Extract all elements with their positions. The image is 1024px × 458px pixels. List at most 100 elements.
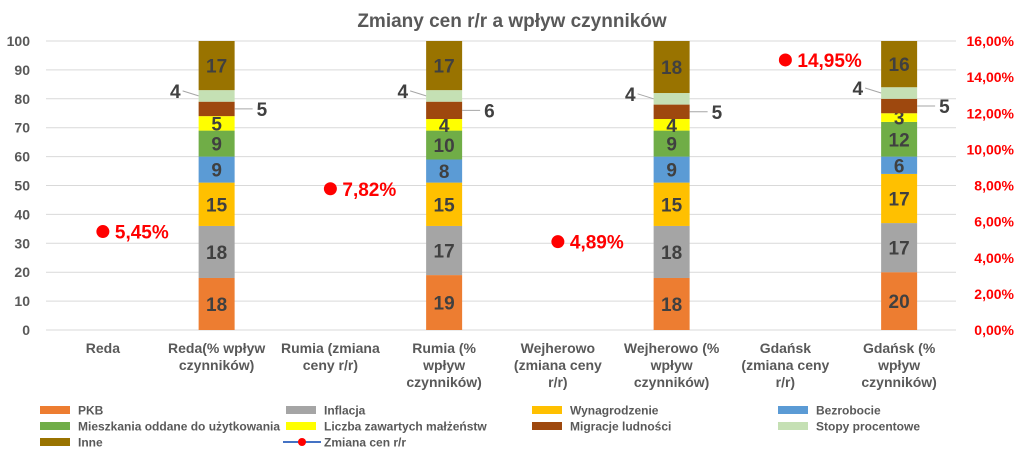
bar-segment (653, 130, 690, 157)
bar-segment (198, 277, 235, 330)
legend-swatch (40, 438, 70, 446)
bar-segment (198, 41, 235, 91)
bar-segment (426, 225, 463, 276)
bar-segment (881, 156, 918, 174)
bar-segment (881, 272, 918, 330)
bar-segment (653, 182, 690, 226)
bar-segment (198, 101, 235, 117)
bar-segment (653, 41, 690, 94)
bar-segment (881, 113, 918, 122)
data-label: 20 (889, 292, 910, 313)
y-tick-label: 10 (14, 293, 30, 309)
y2-tick-label: 2,00% (974, 286, 1014, 302)
x-tick-label: r/r) (776, 374, 795, 390)
legend-swatch (532, 406, 562, 414)
bar-segment (653, 93, 690, 105)
leader-line (182, 90, 199, 97)
price-change-marker (96, 225, 110, 239)
y-tick-label: 20 (14, 264, 30, 280)
price-change-marker (551, 235, 565, 249)
legend-label: Wynagrodzenie (570, 404, 659, 418)
x-tick-label: ceny r/r) (303, 357, 358, 373)
legend-marker-icon (298, 438, 306, 446)
bar-segment (653, 225, 690, 278)
x-tick-label: Reda(% wpływ (168, 340, 265, 356)
y-tick-label: 30 (14, 235, 30, 251)
price-change-label: 7,82% (342, 180, 396, 201)
data-label: 17 (206, 57, 227, 78)
bar-segment (881, 41, 918, 88)
y2-tick-label: 10,00% (967, 141, 1015, 157)
legend-swatch (286, 422, 316, 430)
bar-segment (198, 182, 235, 226)
x-tick-label: czynników) (861, 374, 936, 390)
legend-label: Inflacja (324, 404, 366, 418)
data-label: 18 (661, 295, 682, 316)
x-tick-label: czynników) (406, 374, 481, 390)
bar-segment (426, 41, 463, 91)
data-label: 8 (439, 162, 450, 183)
x-tick-label: Wejherowo (% (624, 340, 720, 356)
leader-line (409, 90, 427, 97)
chart-title: Zmiany cen r/r a wpływ czynników (357, 11, 667, 32)
data-label: 6 (484, 101, 495, 122)
y-tick-label: 90 (14, 62, 30, 78)
y2-tick-label: 4,00% (974, 250, 1014, 266)
data-label: 3 (894, 109, 905, 130)
data-label: 4 (666, 116, 677, 137)
x-tick-label: (zmiana ceny (741, 357, 829, 373)
bar-segment (426, 159, 463, 183)
price-change-label: 5,45% (115, 223, 169, 244)
data-label: 15 (661, 195, 683, 216)
leader-line (637, 93, 654, 100)
y-tick-label: 50 (14, 178, 30, 194)
x-tick-label: Wejherowo (521, 340, 595, 356)
bar-segment (426, 130, 463, 160)
price-change-marker (323, 182, 337, 196)
data-label: 4 (439, 116, 450, 137)
x-tick-label: Reda (86, 340, 120, 356)
data-label: 9 (666, 135, 677, 156)
bar-segment (426, 90, 463, 102)
data-label: 15 (206, 195, 228, 216)
data-label: 5 (712, 103, 723, 124)
data-label: 18 (206, 295, 227, 316)
x-tick-label: wpływ (650, 357, 693, 373)
y2-tick-label: 0,00% (974, 322, 1014, 338)
bar-segment (198, 225, 235, 278)
legend-swatch (40, 406, 70, 414)
data-label: 12 (889, 130, 910, 151)
y2-tick-label: 12,00% (967, 105, 1015, 121)
data-label: 19 (434, 294, 455, 315)
legend-swatch (286, 406, 316, 414)
price-change-marker (778, 53, 792, 67)
bar-segment (198, 116, 235, 131)
y-tick-label: 100 (7, 33, 31, 49)
leader-line (864, 87, 882, 94)
bar-segment (426, 182, 463, 226)
data-label: 18 (661, 243, 682, 264)
x-tick-label: Rumia (% (412, 340, 476, 356)
bar-segment (198, 90, 235, 102)
data-label: 15 (434, 195, 456, 216)
data-label: 4 (398, 82, 409, 103)
y2-tick-label: 14,00% (967, 69, 1015, 85)
x-tick-label: Gdańsk (% (863, 340, 936, 356)
bar-segment (881, 98, 918, 114)
data-label: 4 (853, 79, 864, 100)
data-label: 9 (211, 135, 222, 156)
data-label: 17 (434, 57, 455, 78)
bar-segment (881, 87, 918, 99)
data-label: 10 (434, 136, 455, 157)
data-label: 18 (661, 58, 682, 79)
bar-segment (653, 156, 690, 183)
legend-label: Liczba zawartych małżeństw (324, 420, 487, 434)
data-label: 5 (257, 100, 268, 121)
y-tick-label: 0 (22, 322, 30, 338)
bar-segment (426, 275, 463, 330)
legend-label: Zmiana cen r/r (324, 436, 406, 450)
y-tick-label: 70 (14, 120, 30, 136)
data-label: 6 (894, 156, 905, 177)
legend-swatch (532, 422, 562, 430)
legend-label: Migracje ludności (570, 420, 671, 434)
